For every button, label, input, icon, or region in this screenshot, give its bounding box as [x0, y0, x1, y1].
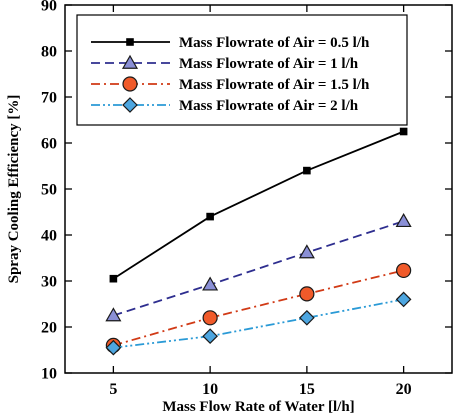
y-tick-label: 70: [41, 90, 57, 107]
legend-label-4: Mass Flowrate of Air = 2 l/h: [179, 98, 359, 114]
axes: 10 20 30 40 50 60 70 80 90 5 10 15 20: [41, 0, 453, 398]
data-point-series-2: [105, 307, 122, 322]
data-point-series-4: [299, 309, 315, 326]
y-tick-label: 80: [41, 44, 57, 61]
series-line-3: [113, 269, 404, 347]
y-tick-label: 60: [41, 136, 57, 153]
y-tick-label: 90: [41, 0, 57, 15]
data-point-series-3: [396, 262, 412, 279]
series-line-1: [112, 130, 404, 280]
x-tick-label: 5: [109, 381, 117, 398]
legend-marker-1: [126, 38, 134, 46]
data-point-series-4: [202, 328, 218, 345]
series-layer: [105, 127, 412, 356]
legend-label-2: Mass Flowrate of Air = 1 l/h: [179, 56, 359, 72]
x-tick-label: 20: [396, 381, 412, 398]
legend-marker-4: [122, 97, 138, 113]
x-tick-label: 15: [299, 381, 315, 398]
y-tick-label: 30: [41, 274, 57, 291]
y-tick-label: 10: [41, 366, 57, 383]
y-tick-label: 50: [41, 182, 57, 199]
data-point-series-1: [303, 166, 311, 175]
series-line-2: [113, 220, 404, 317]
data-point-series-3: [202, 310, 218, 326]
data-point-series-2: [298, 244, 315, 259]
data-point-series-2: [202, 276, 219, 291]
x-axis-title: Mass Flow Rate of Water [l/h]: [162, 399, 354, 415]
series-line-4: [113, 298, 404, 349]
legend-label-1: Mass Flowrate of Air = 0.5 l/h: [179, 35, 370, 51]
data-point-series-4: [395, 291, 412, 308]
data-point-series-1: [109, 274, 118, 283]
data-point-series-4: [105, 339, 122, 356]
data-point-series-1: [206, 212, 214, 221]
data-point-series-3: [299, 286, 315, 302]
data-point-series-1: [399, 127, 408, 136]
legend: Mass Flowrate of Air = 0.5 l/h Mass Flowr…: [76, 14, 408, 126]
y-axis-title: Spray Cooling Efficiency [%]: [6, 95, 22, 284]
legend-label-3: Mass Flowrate of Air = 1.5 l/h: [179, 77, 370, 93]
x-tick-label: 10: [202, 381, 218, 398]
y-tick-label: 20: [41, 320, 57, 337]
legend-marker-3: [122, 76, 138, 92]
data-point-series-2: [395, 212, 412, 228]
y-tick-label: 40: [41, 228, 57, 245]
legend-marker-2: [121, 54, 139, 69]
